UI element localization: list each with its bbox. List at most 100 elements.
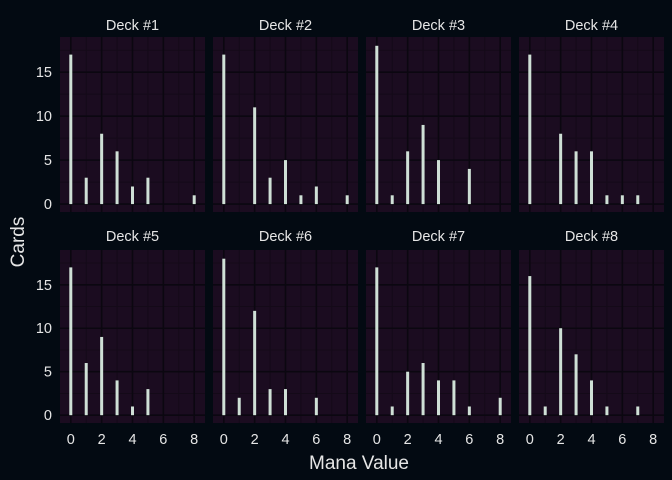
bar (375, 267, 379, 416)
facet-title: Deck #4 (565, 18, 618, 34)
facet-panel: Deck #5 (60, 229, 205, 423)
bar (498, 397, 502, 416)
facet-title: Deck #6 (259, 229, 312, 245)
facet-title: Deck #2 (259, 18, 312, 34)
bar (100, 336, 104, 416)
bar (314, 397, 318, 416)
bar (253, 310, 257, 416)
bar (237, 397, 241, 416)
x-tick-label: 0 (220, 432, 228, 448)
facet-panel: Deck #7 (366, 229, 511, 423)
bar (146, 177, 150, 205)
x-tick-label: 4 (128, 432, 136, 448)
bar (222, 54, 226, 205)
bar (131, 406, 134, 416)
x-tick-label: 6 (618, 432, 626, 448)
bar (69, 267, 73, 416)
bar (345, 195, 349, 205)
bar (253, 107, 257, 205)
facet-title: Deck #1 (106, 18, 159, 34)
y-tick-label: 5 (44, 365, 52, 381)
bar (636, 406, 640, 416)
bar (146, 389, 150, 416)
bar (574, 151, 578, 205)
bar (390, 406, 394, 416)
bar (131, 186, 134, 205)
bar (437, 380, 440, 416)
bar (543, 406, 547, 416)
bar (284, 160, 287, 205)
bar (528, 276, 532, 416)
bar (314, 186, 318, 205)
bar (421, 124, 425, 205)
facet-title: Deck #5 (106, 229, 159, 245)
facet-panel: Deck #6 (213, 229, 358, 423)
x-tick-label: 0 (67, 432, 75, 448)
bar (421, 363, 425, 416)
facet-panel: Deck #8 (519, 229, 664, 423)
y-tick-label: 0 (44, 408, 52, 424)
bar (69, 54, 73, 205)
x-tick-label: 4 (434, 432, 442, 448)
bar (574, 354, 578, 416)
bar (284, 389, 287, 416)
bar (84, 363, 88, 416)
facet-title: Deck #3 (412, 18, 465, 34)
bar (268, 177, 272, 205)
facet-panel: Deck #1 (60, 18, 205, 212)
y-axis-title: Cards (8, 217, 29, 268)
bar (437, 160, 440, 205)
x-tick-label: 4 (281, 432, 289, 448)
facet-panel: Deck #3 (366, 18, 511, 212)
bar (528, 54, 532, 205)
bar (467, 168, 471, 205)
bar (605, 406, 609, 416)
x-tick-label: 8 (343, 432, 351, 448)
bar (559, 328, 563, 416)
bar (100, 133, 104, 205)
bar (375, 45, 379, 205)
bar (452, 380, 456, 416)
x-tick-label: 6 (465, 432, 473, 448)
x-tick-label: 2 (98, 432, 106, 448)
y-tick-label: 10 (36, 109, 52, 125)
y-tick-label: 15 (36, 65, 52, 81)
facet-panels: Deck #1 Deck #2 Deck #3 Deck #4 Deck #5 Deck … (60, 18, 664, 423)
x-axis-title: Mana Value (309, 453, 409, 474)
y-tick-label: 5 (44, 153, 52, 169)
bar (605, 195, 609, 205)
bar (559, 133, 563, 205)
bar (590, 380, 593, 416)
y-tick-label: 0 (44, 197, 52, 213)
bar (406, 151, 410, 205)
facet-title: Deck #7 (412, 229, 465, 245)
bar (268, 389, 272, 416)
bar (299, 195, 303, 205)
x-tick-label: 2 (404, 432, 412, 448)
x-tick-label: 8 (496, 432, 504, 448)
bar (390, 195, 394, 205)
bar (590, 151, 593, 205)
bar (115, 151, 119, 205)
x-tick-label: 6 (159, 432, 167, 448)
x-tick-label: 4 (587, 432, 595, 448)
x-tick-label: 0 (373, 432, 381, 448)
facet-panel: Deck #4 (519, 18, 664, 212)
y-tick-label: 15 (36, 278, 52, 294)
bar (192, 195, 196, 205)
bar (620, 195, 624, 205)
facet-panel: Deck #2 (213, 18, 358, 212)
bar (636, 195, 640, 205)
x-tick-label: 2 (251, 432, 259, 448)
bar (84, 177, 88, 205)
bar (115, 380, 119, 416)
bar (406, 371, 410, 416)
y-tick-label: 10 (36, 321, 52, 337)
x-tick-label: 8 (190, 432, 198, 448)
x-tick-label: 2 (557, 432, 565, 448)
facet-title: Deck #8 (565, 229, 618, 245)
x-tick-label: 8 (649, 432, 657, 448)
x-tick-label: 6 (312, 432, 320, 448)
bar (222, 258, 226, 416)
